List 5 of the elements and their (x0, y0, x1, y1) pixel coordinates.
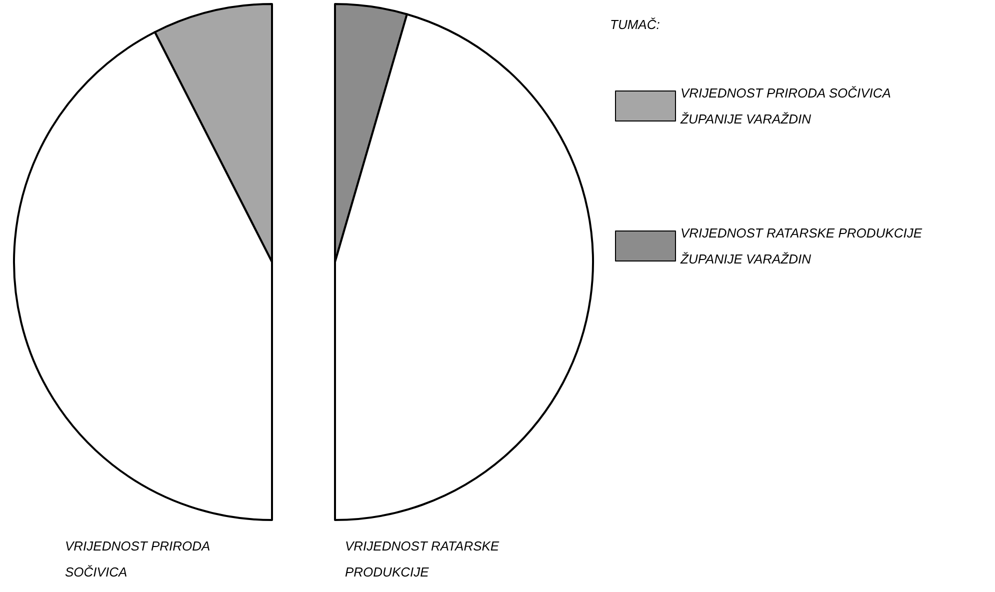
legend-label: VRIJEDNOST RATARSKE PRODUKCIJE ŽUPANIJE VARAŽDIN (680, 226, 926, 266)
text: VRIJEDNOST PRIRODA SOČIVICA (65, 538, 214, 580)
text: VRIJEDNOST RATARSKE PRODUKCIJE (345, 538, 503, 580)
legend-label: VRIJEDNOST PRIRODA SOČIVICA ŽUPANIJE VARAŽDIN (680, 86, 894, 126)
legend-title: TUMAČ: (610, 17, 660, 32)
